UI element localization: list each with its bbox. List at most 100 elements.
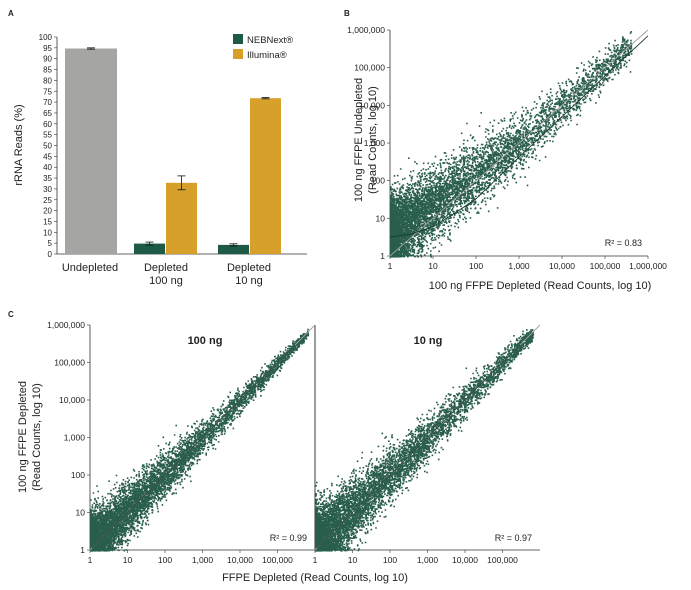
panel-a-y-tick-label: 45 (43, 152, 52, 161)
panel-a-y-tick-label: 20 (43, 207, 52, 216)
panel-a-category-label: 100 ng (149, 275, 183, 287)
panel-a-category-label: 10 ng (235, 275, 263, 287)
panel-c1-x-tick-label: 100 (158, 555, 172, 565)
panel-c1-x-tick-label: 1,000 (192, 555, 214, 565)
panel-a-y-tick-label: 50 (43, 142, 52, 151)
panel-a-y-tick-label: 60 (43, 120, 52, 129)
panel-a-y-tick-label: 10 (43, 228, 52, 237)
panel-a-y-tick-label: 35 (43, 174, 52, 183)
panel-b-x-tick-label: 1,000 (508, 261, 530, 271)
panel-a-y-tick-label: 25 (43, 196, 52, 205)
panel-a-y-tick-label: 5 (48, 239, 53, 248)
panel-b-x-tick-label: 100 (469, 261, 483, 271)
panel-b-y-tick-label: 10,000 (359, 100, 385, 110)
panel-b-scatter-core (390, 109, 529, 258)
panel-b-x-tick-label: 10 (428, 261, 438, 271)
panel-b-x-tick-label: 1,000,000 (629, 261, 667, 271)
panel-a-y-axis-label: rRNA Reads (%) (13, 104, 25, 185)
panel-c1-y-tick-label: 10 (76, 508, 86, 518)
panel-a-bar (218, 244, 249, 254)
panel-a-y-tick-label: 30 (43, 185, 52, 194)
panel-a-y-tick-label: 70 (43, 98, 52, 107)
panel-label-b: B (344, 9, 350, 18)
panel-c1-y-tick-label: 1 (80, 545, 85, 555)
panel-b-scatter-core-points (390, 109, 529, 258)
panel-c-y-axis-label-line1: 100 ng FFPE Depleted (17, 381, 29, 493)
panel-b-y-tick-label: 10 (376, 213, 386, 223)
panel-b-y-tick-label: 100,000 (354, 63, 385, 73)
panel-a-bar (134, 243, 165, 254)
panel-a-y-tick-label: 40 (43, 163, 52, 172)
panel-a-legend-swatch (233, 49, 243, 59)
panel-c1-y-tick-label: 10,000 (59, 395, 85, 405)
panel-b-x-tick-label: 10,000 (549, 261, 575, 271)
panel-a-category-label: Depleted (227, 262, 271, 274)
panel-a-y-tick-label: 0 (48, 250, 53, 259)
panel-a-legend: NEBNext® Illumina® (233, 34, 293, 61)
panel-c1-x-tick-label: 100,000 (262, 555, 293, 565)
panel-c1-y-tick-label: 100,000 (54, 358, 85, 368)
panel-c-y-axis-label-line2: (Read Counts, log 10) (31, 383, 43, 491)
panel-c1-title: 100 ng (188, 335, 223, 347)
panel-c1-fit-line (91, 344, 296, 549)
panel-a-y-tick-label: 100 (39, 33, 53, 42)
panel-c2-x-tick-label: 10 (348, 555, 358, 565)
panel-c-scatter-pair: 100 ng FFPE Depleted (Read Counts, log 1… (17, 320, 541, 584)
panel-a-bar (250, 98, 281, 254)
panel-a-y-tick-label: 65 (43, 109, 52, 118)
panel-b-scatter: 100 ng FFPE Undepleted (Read Counts, log… (347, 25, 667, 292)
panel-c1-r-squared: R² = 0.99 (270, 533, 307, 543)
panel-label-a: A (8, 9, 14, 18)
panel-c1-y-tick-label: 100 (71, 470, 85, 480)
panel-c1-x-tick-label: 1 (88, 555, 93, 565)
panel-a-legend-swatch (233, 34, 243, 44)
panel-c2-title: 10 ng (414, 335, 443, 347)
panel-b-r-squared: R² = 0.83 (605, 238, 642, 248)
panel-b-y-tick-label: 1 (380, 251, 385, 261)
panel-a-category-label: Undepleted (62, 262, 118, 274)
panel-c1-scatter-points (90, 328, 309, 552)
panel-c1-x-tick-label: 10,000 (227, 555, 253, 565)
panel-c2-r-squared: R² = 0.97 (495, 533, 532, 543)
panel-a-legend-label: Illumina® (247, 50, 287, 61)
panel-a-y-tick-label: 55 (43, 131, 52, 140)
panel-c1-scatter-core-points (90, 420, 204, 552)
panel-a-y-tick-label: 85 (43, 66, 52, 75)
panel-a-category-label: Depleted (144, 262, 188, 274)
panel-c2-x-tick-label: 10,000 (452, 555, 478, 565)
panel-label-c: C (8, 310, 14, 319)
panel-c2-x-tick-label: 100,000 (487, 555, 518, 565)
panel-a-bar (65, 48, 117, 254)
panel-c1-scatter (90, 328, 309, 552)
panel-b-y-axis-label-line2: (Read Counts, log 10) (367, 86, 379, 194)
panel-c2-fit-line (316, 344, 521, 549)
panel-c-x-axis-label: FFPE Depleted (Read Counts, log 10) (222, 572, 408, 584)
panel-a-y-tick-label: 90 (43, 55, 52, 64)
panel-b-y-axis-label-line1: 100 ng FFPE Undepleted (353, 78, 365, 202)
panel-c1-axes: 1 10 100 1,000 10,000 100,000 1,000,000 1 10 100 1… (47, 320, 315, 565)
panel-c2-scatter-core-points (315, 417, 430, 552)
panel-c2-x-tick-label: 1,000 (417, 555, 439, 565)
panel-c2-scatter-core (315, 417, 430, 552)
panel-b-y-tick-label: 1,000 (364, 138, 386, 148)
panel-c1-x-tick-label: 10 (123, 555, 133, 565)
panel-a-y-tick-label: 15 (43, 217, 52, 226)
panel-b-x-tick-label: 100,000 (590, 261, 621, 271)
panel-b-x-tick-label: 1 (388, 261, 393, 271)
panel-b-x-axis-label: 100 ng FFPE Depleted (Read Counts, log 1… (429, 280, 652, 292)
panel-a-y-tick-label: 95 (43, 44, 52, 53)
panel-c2-x-tick-label: 100 (383, 555, 397, 565)
panel-c2-x-tick-label: 1 (313, 555, 318, 565)
panel-a-bar (166, 182, 197, 254)
panel-a-y-tick-label: 80 (43, 76, 52, 85)
panel-b-y-tick-label: 1,000,000 (347, 25, 385, 35)
panel-c1-y-tick-label: 1,000,000 (47, 320, 85, 330)
panel-a-y-tick-label: 75 (43, 87, 52, 96)
panel-b-reference-line (389, 29, 649, 257)
panel-c1-scatter-core (90, 420, 204, 552)
panel-b-axes: 1 10 100 1,000 10,000 100,000 1,000,000 1 10 100 1… (347, 25, 667, 271)
